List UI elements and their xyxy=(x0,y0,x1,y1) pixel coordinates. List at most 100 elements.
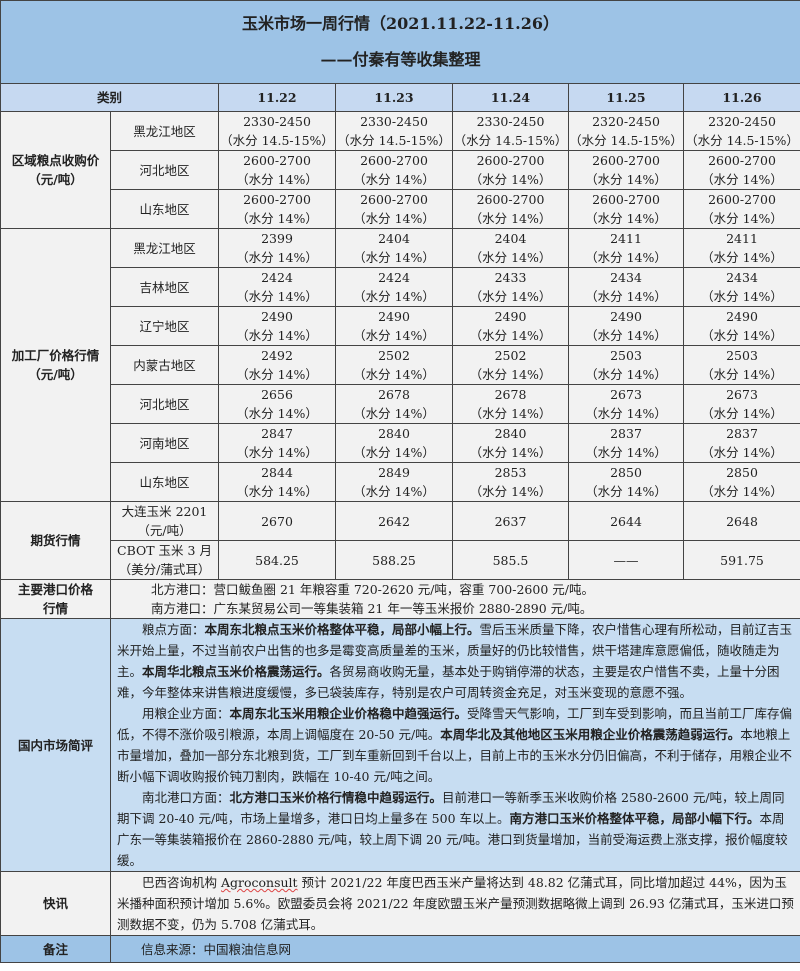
moisture-note: （水分 14%） xyxy=(353,484,435,499)
table-row: 山东地区 2600-2700 （水分 14%） 2600-2700 （水分 14%） 26… xyxy=(1,189,800,229)
table-row: CBOT 玉米 3 月 （美分/蒲式耳） 584.25 588.25 585.5 —— 59… xyxy=(1,540,800,580)
region-cell: 山东地区 xyxy=(110,462,219,502)
moisture-note: （水分 14%） xyxy=(236,172,318,187)
price-cell: 2503 （水分 14%） xyxy=(683,345,800,385)
moisture-note: （水分 14%） xyxy=(353,172,435,187)
price-cell: 2656 （水分 14%） xyxy=(218,384,336,424)
price-value: 588.25 xyxy=(372,552,416,568)
line: 山东地区 xyxy=(139,474,190,490)
price-value: 2424 xyxy=(261,270,293,285)
price-cell: 2642 xyxy=(335,501,453,541)
moisture-note: （水分 14%） xyxy=(701,211,783,226)
moisture-note: （水分 14.5-15%） xyxy=(453,133,568,148)
line: 行情 xyxy=(42,601,68,616)
ports-row: 主要港口价格 行情 北方港口：营口鲅鱼圈 21 年粮容重 720-2620 元/吨，… xyxy=(0,579,800,619)
table-row: 河北地区 2600-2700 （水分 14%） 2600-2700 （水分 14%） 26… xyxy=(1,150,800,190)
price-value: 2656 xyxy=(261,387,293,402)
price-value: 2850 xyxy=(610,465,642,480)
moisture-note: （水分 14%） xyxy=(701,250,783,265)
price-value: 2644 xyxy=(610,513,642,529)
moisture-note: （水分 14%） xyxy=(236,445,318,460)
price-cell: 2600-2700 （水分 14%） xyxy=(568,189,684,229)
moisture-note: （水分 14%） xyxy=(236,367,318,382)
price-value: 2837 xyxy=(726,426,758,441)
price-cell: 2490 （水分 14%） xyxy=(335,306,453,346)
bold-text: 南方港口玉米价格整体平稳，局部小幅下行。 xyxy=(509,811,760,826)
table-row: 吉林地区 2424 （水分 14%） 2424 （水分 14%） 2433 （水分 14%）… xyxy=(1,267,800,307)
news-content: 巴西咨询机构 Agroconsult 预计 2021/22 年度巴西玉米产量将达… xyxy=(110,871,800,936)
table-row: 山东地区 2844 （水分 14%） 2849 （水分 14%） 2853 （水分 14%）… xyxy=(1,462,800,502)
table-row: 加工厂价格行情 （元/吨） 黑龙江地区 2399 （水分 14%） 2404 （水分 14%… xyxy=(0,228,800,502)
price-value: 2849 xyxy=(378,465,410,480)
price-cell: 2600-2700 （水分 14%） xyxy=(335,150,453,190)
price-cell: 2404 （水分 14%） xyxy=(452,228,569,268)
price-cell: 2411 （水分 14%） xyxy=(683,228,800,268)
price-value: 2404 xyxy=(378,231,410,246)
price-value: 2503 xyxy=(726,348,758,363)
text: 本周广东一等集装箱报价在 2860-2880 元/吨，较上周下调 20 元/吨。… xyxy=(117,811,788,868)
price-cell: 2424 （水分 14%） xyxy=(218,267,336,307)
moisture-note: （水分 14%） xyxy=(701,367,783,382)
ports-content: 北方港口：营口鲅鱼圈 21 年粮容重 720-2620 元/吨，容重 700-2… xyxy=(110,579,800,619)
price-value: 2600-2700 xyxy=(476,153,545,168)
price-value: 2492 xyxy=(261,348,293,363)
moisture-note: （水分 14%） xyxy=(469,445,552,460)
bold-text: 本周华北粮点玉米价格震荡运行。 xyxy=(142,664,330,679)
price-cell: 2600-2700 （水分 14%） xyxy=(683,150,800,190)
moisture-note: （水分 14%） xyxy=(353,445,435,460)
line: （元/吨） xyxy=(28,172,83,187)
price-cell: 2844 （水分 14%） xyxy=(218,462,336,502)
price-value: 2600-2700 xyxy=(592,192,660,207)
price-cell: 2502 （水分 14%） xyxy=(452,345,569,385)
moisture-note: （水分 14%） xyxy=(701,328,783,343)
remarks-row: 备注 信息来源：中国粮油信息网 xyxy=(0,935,800,963)
moisture-note: （水分 14%） xyxy=(469,484,552,499)
price-cell: 2673 （水分 14%） xyxy=(568,384,684,424)
underlined-text: Agroconsult xyxy=(220,875,298,890)
table-row: 河北地区 2656 （水分 14%） 2678 （水分 14%） 2678 （水分 14%）… xyxy=(1,384,800,424)
line: 国内市场简评 xyxy=(17,737,93,753)
price-cell: 2320-2450 （水分 14.5-15%） xyxy=(683,111,800,151)
moisture-note: （水分 14%） xyxy=(236,406,318,421)
price-cell: 2434 （水分 14%） xyxy=(683,267,800,307)
line: 区域粮点收购价 xyxy=(11,153,100,168)
price-value: 2424 xyxy=(378,270,410,285)
price-value: 2490 xyxy=(726,309,758,324)
table-row: 区域粮点收购价 （元/吨） 黑龙江地区 2330-2450 （水分 14.5-15%） 2… xyxy=(0,111,800,229)
price-cell: 2490 （水分 14%） xyxy=(568,306,684,346)
price-cell: 2837 （水分 14%） xyxy=(683,423,800,463)
line: 河北地区 xyxy=(139,396,190,412)
header-date: 11.23 xyxy=(335,83,453,112)
news-paragraph: 巴西咨询机构 Agroconsult 预计 2021/22 年度巴西玉米产量将达… xyxy=(117,872,794,935)
price-value: 2600-2700 xyxy=(708,153,776,168)
price-cell: 2411 （水分 14%） xyxy=(568,228,684,268)
line: （元/吨） xyxy=(28,367,83,382)
price-value: 2840 xyxy=(378,426,410,441)
price-cell: 2330-2450 （水分 14.5-15%） xyxy=(452,111,569,151)
news-row: 快讯 巴西咨询机构 Agroconsult 预计 2021/22 年度巴西玉米产量… xyxy=(0,871,800,936)
line: （美分/蒲式耳） xyxy=(118,562,211,577)
price-value: 2847 xyxy=(261,426,293,441)
moisture-note: （水分 14%） xyxy=(701,445,783,460)
price-cell: 2644 xyxy=(568,501,684,541)
moisture-note: （水分 14%） xyxy=(353,289,435,304)
price-cell: 2490 （水分 14%） xyxy=(218,306,336,346)
price-value: 2433 xyxy=(494,270,527,285)
header-date: 11.26 xyxy=(683,83,800,112)
price-cell: 2678 （水分 14%） xyxy=(452,384,569,424)
price-cell: 2502 （水分 14%） xyxy=(335,345,453,385)
price-cell: 2424 （水分 14%） xyxy=(335,267,453,307)
moisture-note: （水分 14%） xyxy=(585,367,667,382)
moisture-note: （水分 14%） xyxy=(469,367,552,382)
table-row: 内蒙古地区 2492 （水分 14%） 2502 （水分 14%） 2502 （水分 14%… xyxy=(1,345,800,385)
bold-text: 本周东北粮点玉米价格整体平稳，局部小幅上行。 xyxy=(204,622,480,637)
price-value: 2678 xyxy=(378,387,410,402)
price-value: 2320-2450 xyxy=(592,114,660,129)
price-cell: 2600-2700 （水分 14%） xyxy=(452,150,569,190)
price-cell: 2490 （水分 14%） xyxy=(452,306,569,346)
price-value: 2837 xyxy=(610,426,642,441)
region-cell: 黑龙江地区 xyxy=(110,111,219,151)
line: 黑龙江地区 xyxy=(133,123,196,139)
moisture-note: （水分 14%） xyxy=(701,172,783,187)
text: 用粮企业方面： xyxy=(142,706,230,721)
